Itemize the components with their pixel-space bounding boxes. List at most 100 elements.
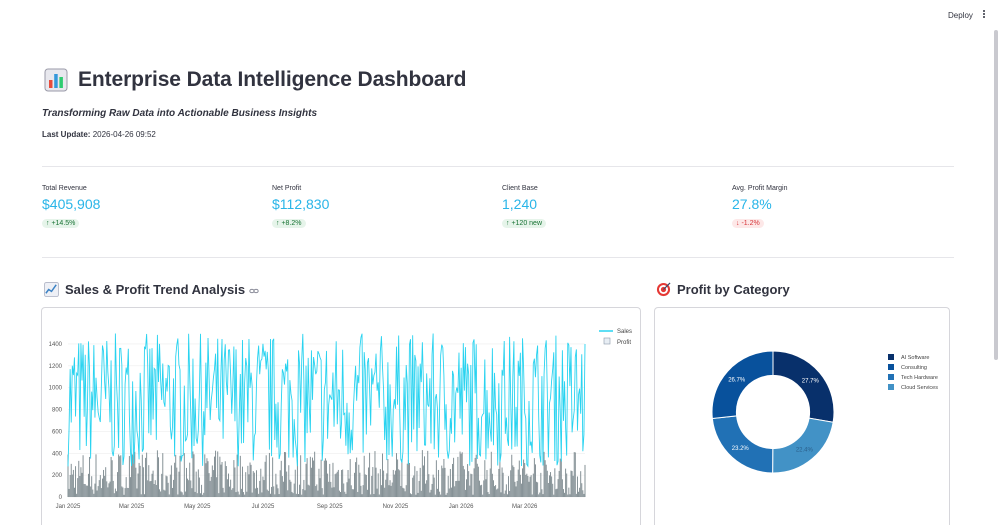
profit-bar [164,490,166,497]
profit-bar [84,484,86,497]
main-menu-icon[interactable] [981,9,987,21]
profit-bar [553,494,555,497]
profit-bar [76,493,78,497]
profit-bar [384,487,386,497]
profit-bar [105,467,107,497]
profit-bar [420,490,422,497]
profit-bar [194,491,196,497]
profit-bar [506,494,508,497]
profit-bar [119,456,121,497]
profit-bar [504,490,506,497]
profit-bar [405,485,407,497]
profit-bar [336,471,338,497]
profit-bar [552,483,554,497]
profit-bar [575,493,577,497]
donut-slice-label: 22.4% [796,447,814,453]
profit-bar [584,464,586,497]
profit-bar [391,482,393,497]
profit-bar [138,462,140,497]
profit-bar [568,487,570,497]
metric-label: Net Profit [272,185,302,192]
profit-bar [439,491,441,497]
profit-bar [542,494,544,497]
profit-bar [211,465,213,497]
bar-chart-icon [44,68,68,92]
profit-bar [388,485,390,497]
profit-bar [236,454,238,497]
profit-bar [121,486,123,497]
profit-bar [457,456,459,497]
profit-bar [419,467,421,497]
y-tick-label: 0 [59,495,63,501]
link-icon[interactable] [249,286,259,296]
trend-chart[interactable]: 0 200 400 600 800 1000 1200 1400 Jan 2025 Mar 202… [42,308,641,525]
profit-bar [380,485,382,497]
deploy-button[interactable]: Deploy [948,11,973,20]
profit-bar [474,457,476,497]
profit-bar [145,457,147,497]
category-donut-chart[interactable]: 27.7% 22.4% 23.2% 26.7% AI Software Consultin… [655,308,950,525]
profit-bar [371,475,373,497]
profit-bar [159,489,161,497]
profit-bar [364,474,366,497]
profit-bar [581,483,583,497]
profit-bar [320,459,322,497]
profit-bar [304,490,306,497]
profit-bar [455,481,457,497]
profit-bar [254,488,256,497]
profit-bar [357,491,359,497]
profit-bar [101,478,103,497]
profit-bar [544,460,546,497]
profit-bar [382,453,383,497]
profit-bar [532,473,534,497]
profit-bar [461,452,463,497]
profit-bar [422,465,424,497]
profit-bar [124,488,126,497]
profit-bar [260,468,262,497]
profit-bar [216,477,218,497]
profit-bar [178,471,180,497]
profit-bar [327,473,329,497]
page-scrollbar[interactable] [994,30,998,360]
profit-bar [285,452,287,497]
profit-bar [111,460,113,497]
profit-bar [146,452,148,497]
profit-bar [291,491,293,497]
profit-bar [314,451,316,497]
profit-bar [206,458,208,497]
profit-bar [358,464,360,497]
profit-bar [162,453,164,497]
profit-bar [430,489,432,497]
profit-bar [278,494,280,497]
profit-bar [326,460,327,497]
profit-bar [296,459,298,497]
last-update: Last Update: 2026-04-26 09:52 [42,130,156,139]
profit-bar [530,475,532,497]
profit-bar [403,488,405,497]
profit-bar [438,469,440,497]
metric-net-profit: Net Profit $112,830 ↑ +8.2% [272,185,492,230]
profit-bar [414,466,416,497]
profit-bar [295,493,297,497]
profit-bar [398,469,400,497]
profit-bar [523,459,525,497]
profit-bar [559,458,561,497]
profit-bar [218,493,220,497]
profit-bar [193,454,195,497]
profit-bar [534,464,536,497]
profit-bar [435,460,437,497]
profit-bar [346,482,348,497]
profit-bar [580,471,582,497]
profit-bar [126,487,128,497]
profit-bar [369,452,371,497]
profit-bar [576,476,578,497]
profit-bar [98,480,100,497]
trend-section-title: Sales & Profit Trend Analysis [65,282,246,297]
profit-bar [136,488,138,497]
y-tick-label: 400 [52,451,63,457]
profit-bar [562,489,564,497]
profit-bar [555,489,557,497]
profit-bar [257,487,259,497]
profit-bar [483,480,485,497]
profit-bar [334,474,336,497]
